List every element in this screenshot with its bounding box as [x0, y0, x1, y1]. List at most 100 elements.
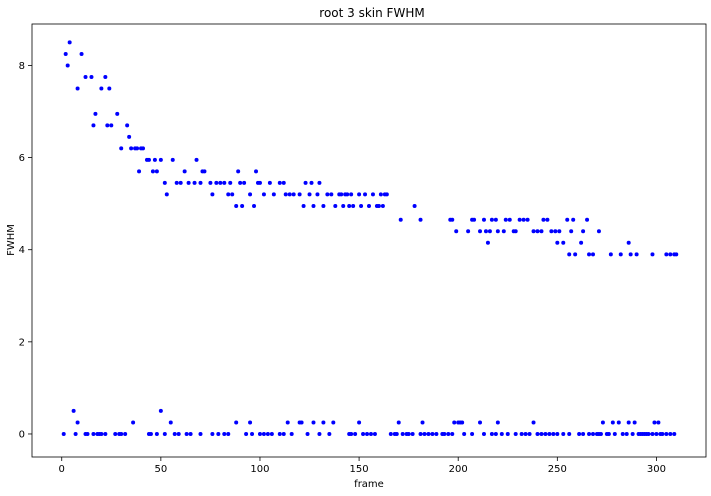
data-point: [501, 229, 506, 234]
data-point: [75, 420, 80, 425]
data-point: [370, 192, 375, 197]
data-point: [277, 180, 282, 185]
data-point: [234, 420, 239, 425]
data-point: [521, 217, 526, 222]
data-point: [226, 192, 231, 197]
x-axis-label: frame: [354, 479, 384, 490]
y-tick-label: 4: [19, 245, 25, 256]
data-point: [283, 192, 288, 197]
data-point: [503, 217, 508, 222]
data-point: [656, 420, 661, 425]
data-point: [309, 180, 314, 185]
data-point: [75, 86, 80, 91]
data-point: [99, 86, 104, 91]
data-point: [91, 431, 96, 436]
data-point: [230, 192, 235, 197]
data-point: [361, 431, 366, 436]
data-point: [367, 203, 371, 208]
data-point: [119, 146, 124, 151]
data-point: [105, 123, 110, 128]
data-point: [271, 192, 276, 197]
data-point: [598, 431, 603, 436]
data-point: [349, 192, 354, 197]
data-point: [198, 180, 203, 185]
data-point: [470, 431, 475, 436]
data-point: [481, 217, 486, 222]
data-point: [412, 203, 417, 208]
data-point: [426, 431, 431, 436]
x-axis: 0 50 100 150 200 250 300: [59, 457, 666, 475]
data-point: [357, 192, 362, 197]
data-point: [654, 431, 659, 436]
data-point: [507, 217, 512, 222]
data-point: [489, 217, 494, 222]
data-point: [551, 431, 556, 436]
data-point: [587, 431, 592, 436]
data-point: [91, 123, 96, 128]
data-point: [489, 431, 494, 436]
y-axis: 0 2 4 6 8: [19, 61, 32, 440]
data-point: [303, 180, 308, 185]
data-point: [329, 192, 334, 197]
data-point: [210, 192, 215, 197]
data-point: [351, 203, 356, 208]
data-point: [539, 431, 544, 436]
data-point: [519, 431, 524, 436]
data-point: [535, 431, 540, 436]
data-point: [517, 217, 522, 222]
data-point: [398, 217, 403, 222]
data-point: [154, 169, 159, 174]
data-point: [549, 229, 554, 234]
data-point: [257, 180, 262, 185]
y-axis-label: FWHM: [6, 224, 17, 256]
data-point: [198, 431, 203, 436]
data-point: [285, 420, 290, 425]
data-point: [202, 169, 207, 174]
data-point: [434, 431, 439, 436]
data-point: [242, 180, 247, 185]
chart-title: root 3 skin FWHM: [319, 6, 424, 20]
data-point: [321, 203, 326, 208]
data-point: [61, 431, 66, 436]
data-points: [61, 40, 679, 436]
data-point: [418, 431, 423, 436]
data-point: [420, 420, 425, 425]
data-point: [452, 420, 457, 425]
data-point: [214, 180, 219, 185]
data-point: [628, 252, 633, 257]
data-point: [164, 192, 169, 197]
y-tick-label: 0: [19, 429, 25, 440]
data-point: [218, 180, 223, 185]
data-point: [600, 420, 605, 425]
data-point: [123, 431, 128, 436]
data-point: [267, 180, 272, 185]
data-point: [485, 240, 490, 245]
data-point: [137, 169, 142, 174]
data-point: [248, 420, 253, 425]
data-point: [422, 431, 427, 436]
data-point: [291, 192, 296, 197]
x-tick-label: 300: [647, 464, 666, 475]
data-point: [567, 252, 572, 257]
x-tick-label: 200: [449, 464, 468, 475]
data-point: [446, 431, 451, 436]
data-point: [495, 229, 500, 234]
data-point: [668, 431, 673, 436]
data-point: [305, 431, 310, 436]
data-point: [525, 217, 530, 222]
data-point: [493, 217, 498, 222]
data-point: [103, 74, 108, 79]
data-point: [410, 431, 415, 436]
data-point: [176, 431, 181, 436]
data-point: [317, 431, 322, 436]
data-point: [577, 431, 582, 436]
data-point: [660, 431, 665, 436]
data-point: [341, 203, 346, 208]
data-point: [170, 157, 175, 162]
data-point: [349, 431, 354, 436]
data-point: [664, 252, 669, 257]
data-point: [240, 203, 245, 208]
data-point: [73, 431, 78, 436]
data-point: [378, 192, 383, 197]
data-point: [406, 431, 411, 436]
